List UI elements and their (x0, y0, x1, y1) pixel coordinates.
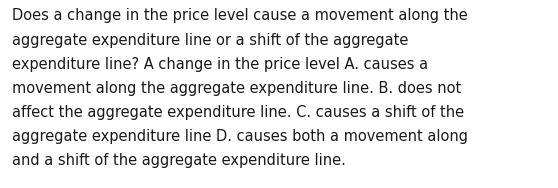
Text: aggregate expenditure line D. causes both a movement along: aggregate expenditure line D. causes bot… (12, 129, 468, 144)
Text: affect the aggregate expenditure line. C. causes a shift of the: affect the aggregate expenditure line. C… (12, 105, 464, 120)
Text: Does a change in the price level cause a movement along the: Does a change in the price level cause a… (12, 8, 468, 24)
Text: aggregate expenditure line or a shift of the aggregate: aggregate expenditure line or a shift of… (12, 33, 408, 48)
Text: movement along the aggregate expenditure line. B. does not: movement along the aggregate expenditure… (12, 81, 461, 96)
Text: expenditure line? A change in the price level A. causes a: expenditure line? A change in the price … (12, 57, 429, 72)
Text: and a shift of the aggregate expenditure line.: and a shift of the aggregate expenditure… (12, 153, 346, 168)
